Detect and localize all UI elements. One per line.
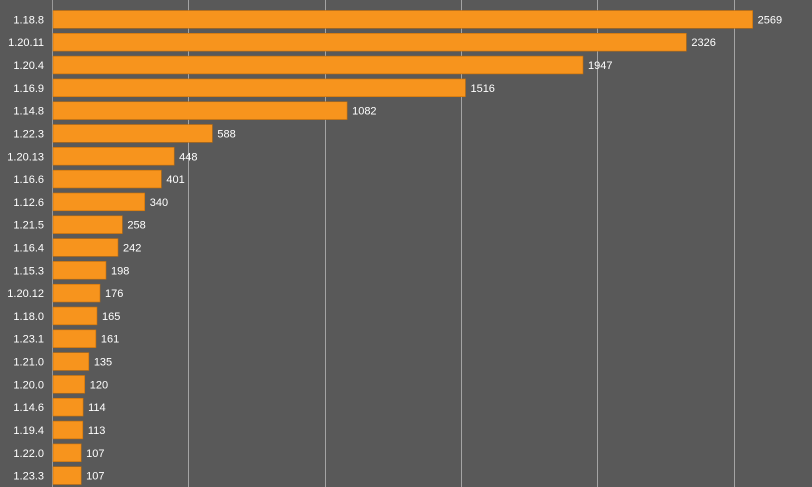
value-label: 1082 (352, 106, 376, 118)
bar-1.12.6 (52, 192, 146, 212)
value-label: 107 (86, 471, 104, 483)
value-label: 340 (150, 197, 168, 209)
bar-1.14.8 (52, 101, 348, 120)
bar-1.20.12 (52, 283, 101, 303)
bar-1.20.13 (52, 147, 175, 166)
category-label: 1.20.12 (7, 288, 44, 300)
bar-1.21.0 (52, 352, 90, 371)
category-label: 1.18.0 (13, 311, 44, 323)
bar-1.20.4 (52, 55, 584, 75)
category-label: 1.19.4 (13, 425, 44, 437)
category-label: 1.14.8 (13, 106, 44, 118)
category-label: 1.22.0 (13, 448, 44, 460)
category-label: 1.21.0 (13, 357, 44, 369)
category-label: 1.16.9 (13, 83, 44, 95)
bar-1.22.3 (52, 124, 213, 143)
category-label: 1.16.6 (13, 174, 44, 186)
value-label: 198 (111, 265, 129, 277)
value-label: 135 (94, 357, 112, 369)
value-label: 114 (88, 402, 106, 414)
bar-1.16.6 (52, 169, 162, 189)
bar-1.19.4 (52, 420, 84, 440)
category-label: 1.20.4 (13, 60, 44, 72)
category-label: 1.23.1 (13, 334, 44, 346)
value-label: 165 (102, 311, 120, 323)
value-label: 113 (88, 425, 106, 437)
category-label: 1.23.3 (13, 471, 44, 483)
bar-1.23.1 (52, 329, 97, 348)
category-label: 1.22.3 (13, 128, 44, 140)
bar-1.15.3 (52, 261, 107, 280)
value-label: 107 (86, 448, 104, 460)
value-label: 2326 (691, 37, 715, 49)
bar-1.16.9 (52, 78, 466, 98)
value-label: 161 (101, 334, 119, 346)
category-label: 1.12.6 (13, 197, 44, 209)
bar-1.20.11 (52, 33, 687, 52)
bar-1.22.0 (52, 443, 82, 462)
category-label: 1.21.5 (13, 220, 44, 232)
bar-1.14.6 (52, 397, 84, 417)
category-label: 1.20.13 (7, 151, 44, 163)
bar-1.18.0 (52, 306, 98, 326)
category-label: 1.16.4 (13, 243, 44, 255)
category-label: 1.15.3 (13, 265, 44, 277)
value-label: 2569 (758, 14, 782, 26)
bar-1.16.4 (52, 238, 119, 257)
value-label: 1947 (588, 60, 612, 72)
value-label: 588 (217, 128, 235, 140)
value-label: 401 (166, 174, 184, 186)
bars: 1.18.8 2569 1.20.11 2326 1.20.4 1947 1.16.9 151… (7, 10, 782, 485)
bar-1.21.5 (52, 215, 123, 234)
value-label: 448 (179, 151, 197, 163)
value-label: 258 (127, 220, 145, 232)
value-label: 120 (90, 379, 108, 391)
category-label: 1.20.11 (8, 37, 44, 49)
value-label: 1516 (470, 83, 494, 95)
category-label: 1.14.6 (13, 402, 44, 414)
bar-1.20.0 (52, 375, 86, 394)
bar-1.18.8 (52, 10, 753, 29)
value-label: 176 (105, 288, 123, 300)
value-label: 242 (123, 243, 141, 255)
category-label: 1.18.8 (13, 14, 44, 26)
category-label: 1.20.0 (13, 379, 44, 391)
bar-1.23.3 (52, 466, 82, 485)
